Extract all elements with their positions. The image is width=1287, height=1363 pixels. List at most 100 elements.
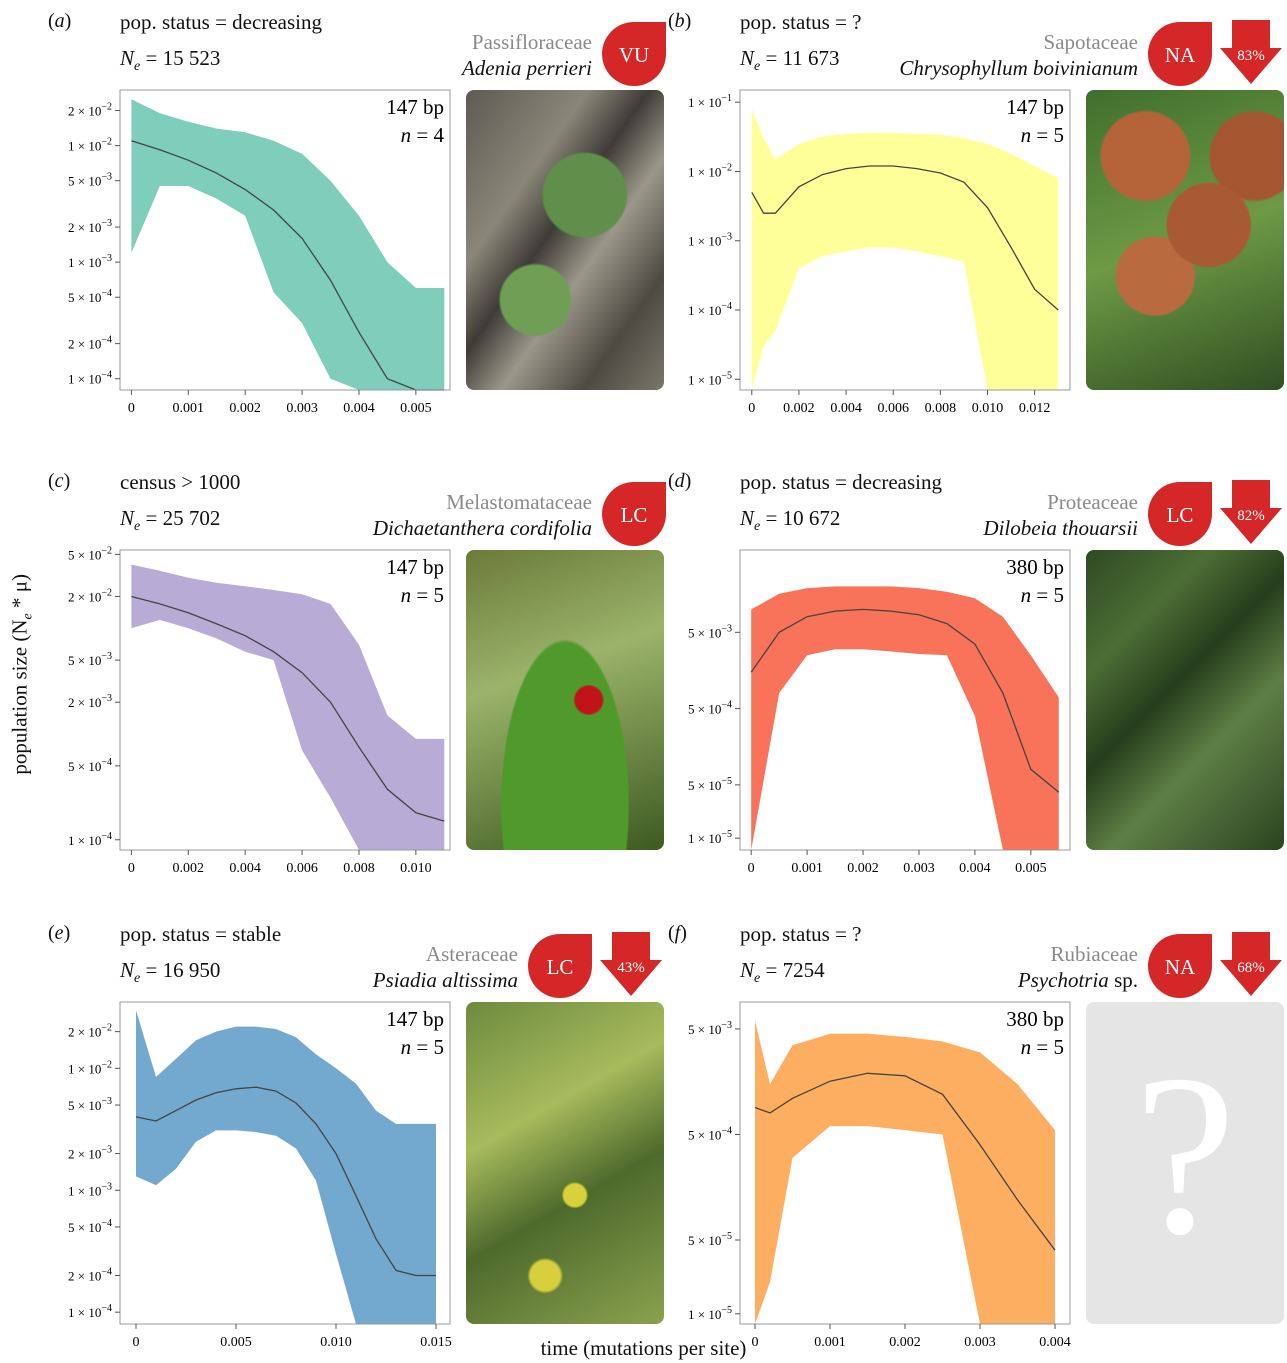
y-tick-label: 1 × 10−4: [68, 370, 112, 387]
population-status: pop. status = ?: [740, 10, 862, 34]
species-name: Dilobeia thouarsii: [983, 516, 1138, 540]
x-tick-label: 0.008: [925, 401, 957, 416]
question-mark-icon: ?: [1134, 1027, 1236, 1282]
sequence-length-label: 147 bp: [1006, 95, 1064, 119]
family-name: Passifloraceae: [471, 30, 592, 54]
panel-label: (e): [48, 922, 71, 944]
y-tick-label: 5 × 10−3: [688, 1020, 732, 1037]
plot-frame: [119, 1001, 451, 1325]
x-tick-label: 0.008: [343, 861, 375, 876]
confidence-band: [131, 99, 445, 390]
y-tick-label: 5 × 10−3: [68, 651, 112, 668]
iucn-badges: LC 43%: [528, 932, 662, 998]
panel-b: (b) pop. status = ? Ne = 11 673 Sapotace…: [668, 8, 1287, 448]
y-tick-label: 5 × 10−3: [68, 1096, 112, 1113]
y-tick-label: 2 × 10−2: [68, 1023, 112, 1040]
plant-photo-leaves-on-wood: [466, 90, 664, 390]
x-tick-label: 0.003: [286, 401, 318, 416]
x-tick-label: 0.004: [343, 401, 375, 416]
x-tick-label: 0.004: [229, 861, 261, 876]
panel-label: (b): [668, 10, 692, 32]
chart-a: 0 0.001 0.002 0.003 0.004 0.005 2 × 10−2 1 × 10…: [68, 89, 451, 416]
y-tick-label: 5 × 10−5: [688, 776, 732, 793]
family-name: Melastomataceae: [446, 490, 592, 514]
panel-a: (a) pop. status = decreasing Ne = 15 523…: [48, 8, 668, 448]
iucn-status-badge: [602, 22, 666, 86]
x-tick-label: 0: [748, 401, 755, 416]
x-tick-label: 0.002: [173, 861, 205, 876]
x-tick-label: 0.006: [286, 861, 318, 876]
family-name: Proteaceae: [1047, 490, 1138, 514]
iucn-status-badge: [1148, 22, 1212, 86]
iucn-badges: LC 82%: [1148, 480, 1282, 546]
chart-b: 0 0.002 0.004 0.006 0.008 0.010 0.012 1 × 10−1 1…: [688, 89, 1071, 416]
x-tick-label: 0.005: [220, 1335, 252, 1350]
iucn-status-badge: [528, 934, 592, 998]
sample-size-label: n = 5: [1021, 1035, 1064, 1059]
y-tick-label: 2 × 10−3: [68, 693, 112, 710]
y-tick-label: 1 × 10−1: [688, 93, 732, 110]
family-name: Asteraceae: [425, 942, 518, 966]
confidence-band: [755, 1020, 1055, 1324]
sequence-length-label: 147 bp: [386, 95, 444, 119]
iucn-status-badge: [602, 482, 666, 546]
chart-c: 0 0.002 0.004 0.006 0.008 0.010 5 × 10−2 2 × 10…: [68, 545, 451, 876]
x-tick-label: 0.010: [400, 861, 432, 876]
iucn-status-label: VU: [619, 43, 649, 67]
panel-label: (c): [48, 470, 71, 492]
x-axis-label: time (mutations per site): [540, 1336, 747, 1360]
panel-c: (c) census > 1000 Ne = 25 702 Melastomat…: [48, 468, 668, 908]
confidence-band: [131, 564, 445, 850]
x-tick-label: 0.012: [1019, 401, 1051, 416]
panel-e: (e) pop. status = stable Ne = 16 950 Ast…: [48, 920, 668, 1360]
x-tick-label: 0: [133, 1335, 140, 1350]
y-tick-label: 2 × 10−3: [68, 1145, 112, 1162]
x-tick-label: 0.004: [1039, 1335, 1071, 1350]
sample-size-label: n = 4: [401, 123, 445, 147]
median-line: [754, 1072, 1056, 1251]
y-tick-label: 5 × 10−4: [68, 288, 112, 305]
iucn-badges: LC: [602, 482, 666, 546]
plot-frame: [739, 549, 1071, 851]
decline-percent: 43%: [617, 960, 645, 976]
y-tick-label: 1 × 10−3: [688, 232, 732, 249]
x-tick-label: 0.002: [889, 1335, 921, 1350]
y-tick-label: 1 × 10−5: [688, 370, 732, 387]
y-tick-label: 5 × 10−4: [68, 1218, 112, 1235]
x-tick-label: 0: [752, 1335, 759, 1350]
fruit-photo-brown-spheres: [1086, 90, 1284, 390]
median-line: [751, 165, 1059, 311]
svg-text:?: ?: [1134, 1027, 1236, 1282]
chart-d: 0 0.001 0.002 0.003 0.004 0.005 5 × 10−3 5 × 10…: [688, 549, 1071, 876]
decline-arrow-icon: [1220, 932, 1282, 996]
iucn-badges: VU: [602, 22, 666, 86]
population-status: pop. status = stable: [120, 922, 282, 946]
x-tick-label: 0: [128, 401, 135, 416]
species-name: Psychotria sp.: [1017, 968, 1138, 992]
panel-f: (f) pop. status = ? Ne = 7254 Rubiaceae …: [668, 920, 1287, 1360]
panel-label: (a): [48, 10, 72, 32]
x-tick-label: 0: [128, 861, 135, 876]
question-mark-placeholder: ?: [1086, 1002, 1284, 1324]
sample-size-label: n = 5: [401, 583, 444, 607]
y-tick-label: 5 × 10−3: [68, 172, 112, 189]
population-status: pop. status = decreasing: [740, 470, 942, 494]
y-tick-label: 1 × 10−4: [68, 1303, 112, 1320]
shrub-yellow-flowers-photo: [466, 1002, 664, 1324]
sample-size-label: n = 5: [401, 1035, 444, 1059]
y-tick-label: 1 × 10−4: [688, 301, 732, 318]
effective-population-size: Ne = 25 702: [120, 506, 221, 535]
x-tick-label: 0.003: [903, 861, 935, 876]
y-tick-label: 1 × 10−2: [68, 1059, 112, 1076]
species-name: Adenia perrieri: [461, 56, 592, 80]
population-status: pop. status = ?: [740, 922, 862, 946]
population-status: census > 1000: [120, 470, 241, 494]
iucn-status-label: LC: [547, 955, 574, 979]
x-tick-label: 0.001: [791, 861, 823, 876]
confidence-band: [136, 1010, 436, 1324]
weevil-on-leaf-photo: [466, 550, 664, 850]
iucn-status-label: NA: [1165, 43, 1196, 67]
species-name: Psiadia altissima: [372, 968, 518, 992]
iucn-badges: NA 83%: [1148, 20, 1282, 86]
y-tick-label: 1 × 10−3: [68, 1181, 112, 1198]
